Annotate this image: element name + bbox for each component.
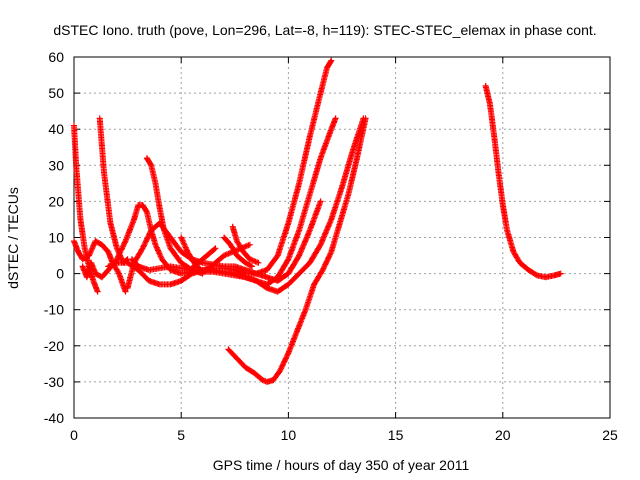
y-tick-label: 40: [48, 121, 64, 137]
data-marker-path: [71, 238, 129, 295]
grid-lines: [74, 57, 610, 418]
y-tick-label: -40: [44, 410, 64, 426]
y-tick-label: 30: [48, 157, 64, 173]
y-axis: -40 -30 -20 -10 0 10 20 30 40 50 60: [44, 49, 610, 426]
y-tick-label: 50: [48, 85, 64, 101]
y-tick-label: -20: [44, 338, 64, 354]
x-tick-label: 10: [281, 427, 297, 443]
data-markers: [71, 57, 564, 385]
data-series: [482, 82, 564, 281]
x-tick-label: 25: [602, 427, 618, 443]
y-tick-label: 10: [48, 230, 64, 246]
x-tick-label: 0: [70, 427, 78, 443]
data-series: [203, 241, 253, 273]
data-marker-path: [124, 198, 324, 291]
data-marker-path: [482, 82, 564, 281]
x-tick-label: 20: [495, 427, 511, 443]
x-tick-label: 15: [388, 427, 404, 443]
y-axis-label: dSTEC / TECUs: [5, 187, 21, 289]
data-series: [71, 238, 129, 295]
y-tick-label: -30: [44, 374, 64, 390]
data-marker-path: [186, 245, 219, 273]
x-axis-label: GPS time / hours of day 350 of year 2011: [213, 457, 470, 473]
chart-title: dSTEC Iono. truth (pove, Lon=296, Lat=-8…: [53, 22, 596, 38]
x-tick-label: 5: [177, 427, 185, 443]
data-series: [225, 115, 369, 385]
data-series: [186, 245, 219, 273]
y-tick-label: 20: [48, 193, 64, 209]
data-marker-path: [225, 115, 369, 385]
y-tick-label: 60: [48, 49, 64, 65]
y-tick-label: 0: [56, 266, 64, 282]
y-tick-label: -10: [44, 302, 64, 318]
x-axis: 0 5 10 15 20 25: [70, 57, 618, 443]
data-series: [124, 198, 324, 291]
data-marker-path: [203, 241, 253, 273]
